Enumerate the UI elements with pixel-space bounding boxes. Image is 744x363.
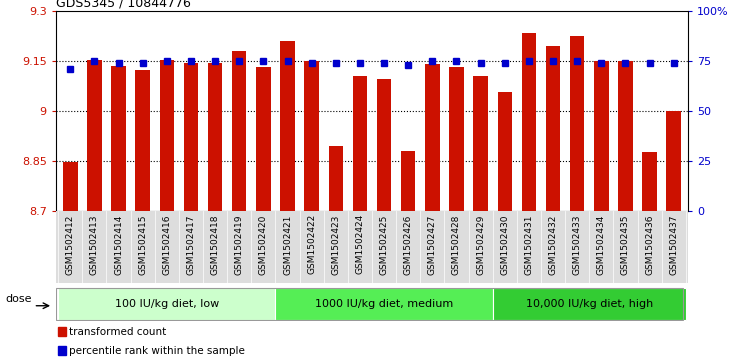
Text: GSM1502413: GSM1502413 bbox=[90, 214, 99, 275]
Text: GSM1502424: GSM1502424 bbox=[356, 214, 365, 274]
Bar bbox=[425, 64, 440, 211]
Text: percentile rank within the sample: percentile rank within the sample bbox=[68, 346, 245, 356]
Text: GSM1502425: GSM1502425 bbox=[379, 214, 388, 274]
Text: GDS5345 / 10844776: GDS5345 / 10844776 bbox=[56, 0, 190, 10]
Text: GSM1502421: GSM1502421 bbox=[283, 214, 292, 274]
Bar bbox=[376, 79, 391, 211]
Text: GSM1502435: GSM1502435 bbox=[621, 214, 630, 275]
Text: GSM1502414: GSM1502414 bbox=[114, 214, 123, 274]
Bar bbox=[58, 346, 66, 355]
Bar bbox=[256, 67, 271, 211]
Text: GSM1502412: GSM1502412 bbox=[65, 214, 75, 274]
FancyBboxPatch shape bbox=[493, 289, 686, 319]
Text: GSM1502415: GSM1502415 bbox=[138, 214, 147, 275]
Text: GSM1502430: GSM1502430 bbox=[500, 214, 509, 275]
Text: GSM1502436: GSM1502436 bbox=[645, 214, 654, 275]
Text: GSM1502416: GSM1502416 bbox=[162, 214, 171, 275]
Bar bbox=[184, 63, 198, 211]
Text: 10,000 IU/kg diet, high: 10,000 IU/kg diet, high bbox=[525, 299, 653, 309]
Bar bbox=[112, 66, 126, 211]
Bar bbox=[160, 60, 174, 211]
Bar bbox=[232, 51, 246, 211]
Text: 1000 IU/kg diet, medium: 1000 IU/kg diet, medium bbox=[315, 299, 453, 309]
Text: GSM1502427: GSM1502427 bbox=[428, 214, 437, 274]
Bar bbox=[280, 41, 295, 211]
Bar bbox=[473, 76, 488, 211]
Text: GSM1502426: GSM1502426 bbox=[404, 214, 413, 274]
Text: GSM1502420: GSM1502420 bbox=[259, 214, 268, 274]
Text: GSM1502422: GSM1502422 bbox=[307, 214, 316, 274]
Bar bbox=[642, 152, 657, 211]
Bar bbox=[329, 146, 343, 211]
Bar bbox=[594, 61, 609, 211]
Bar bbox=[498, 93, 512, 211]
Bar bbox=[401, 151, 415, 211]
Text: 100 IU/kg diet, low: 100 IU/kg diet, low bbox=[115, 299, 219, 309]
Bar bbox=[304, 61, 319, 211]
FancyBboxPatch shape bbox=[275, 289, 493, 319]
Text: GSM1502434: GSM1502434 bbox=[597, 214, 606, 274]
Bar bbox=[63, 162, 77, 211]
FancyBboxPatch shape bbox=[58, 289, 275, 319]
Text: GSM1502418: GSM1502418 bbox=[211, 214, 219, 275]
Bar bbox=[546, 46, 560, 211]
Text: GSM1502428: GSM1502428 bbox=[452, 214, 461, 274]
Bar bbox=[570, 36, 584, 211]
Text: GSM1502423: GSM1502423 bbox=[331, 214, 340, 274]
Text: GSM1502429: GSM1502429 bbox=[476, 214, 485, 274]
Bar bbox=[58, 327, 66, 336]
Bar bbox=[87, 60, 102, 211]
Text: GSM1502433: GSM1502433 bbox=[573, 214, 582, 275]
Bar bbox=[667, 111, 681, 211]
Text: GSM1502417: GSM1502417 bbox=[187, 214, 196, 275]
Text: transformed count: transformed count bbox=[68, 327, 166, 337]
Bar bbox=[522, 33, 536, 211]
Text: dose: dose bbox=[6, 294, 32, 304]
Bar bbox=[353, 77, 368, 211]
Text: GSM1502431: GSM1502431 bbox=[525, 214, 533, 275]
Bar bbox=[208, 64, 222, 211]
Text: GSM1502437: GSM1502437 bbox=[669, 214, 679, 275]
Bar bbox=[618, 61, 632, 211]
Bar bbox=[449, 68, 464, 211]
Bar bbox=[135, 70, 150, 211]
Text: GSM1502432: GSM1502432 bbox=[548, 214, 557, 274]
Text: GSM1502419: GSM1502419 bbox=[235, 214, 244, 275]
